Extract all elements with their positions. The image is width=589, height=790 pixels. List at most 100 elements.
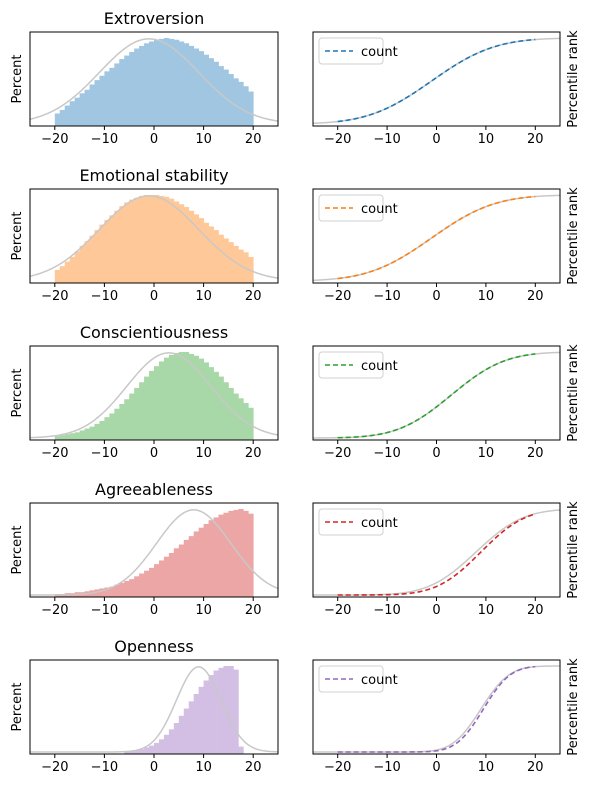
histogram-bar <box>119 582 125 597</box>
x-tick-label: −10 <box>373 760 400 775</box>
histogram-bar <box>233 669 239 754</box>
series-line-count <box>337 513 536 596</box>
histogram-bar <box>193 214 200 283</box>
x-tick-label: 10 <box>478 289 495 304</box>
histogram-bar <box>193 531 200 597</box>
x-tick-label: −20 <box>41 760 68 775</box>
histogram-bar <box>198 218 204 283</box>
histogram-bar <box>99 75 105 126</box>
histogram-bar <box>59 435 66 440</box>
histogram-bar <box>208 226 214 283</box>
histogram-bar <box>74 97 80 126</box>
x-tick-label: −10 <box>91 446 118 461</box>
histogram-bar <box>119 59 125 126</box>
histogram-bar <box>168 198 175 283</box>
histogram-bar <box>154 564 160 597</box>
histogram-bar <box>223 666 229 754</box>
histogram-bar <box>238 746 244 754</box>
histogram-bar <box>104 587 110 597</box>
histogram-bar <box>163 734 170 754</box>
histogram-bar <box>89 426 95 440</box>
x-tick-label: 0 <box>150 603 158 618</box>
x-tick-label: 20 <box>245 760 262 775</box>
histogram-bar <box>149 745 155 754</box>
legend: count <box>318 194 398 222</box>
histogram-bar <box>139 573 145 597</box>
histogram-bar <box>238 81 244 126</box>
x-tick-label: 0 <box>150 289 158 304</box>
histogram-bar <box>178 41 185 126</box>
histogram-bar <box>198 686 204 754</box>
histogram-bar <box>84 89 90 126</box>
histogram-bar <box>54 436 61 440</box>
histogram-bar <box>188 210 195 283</box>
histogram-bar <box>144 570 150 597</box>
histogram-bar <box>74 432 80 440</box>
legend-label: count <box>361 359 398 374</box>
histogram-bar <box>173 548 180 597</box>
histogram-bar <box>208 520 214 597</box>
histogram-bar <box>213 517 219 597</box>
percentile-rank-panel: count −20 −10 0 10 20 Percentile rank <box>312 187 581 304</box>
histogram-bar <box>173 39 180 127</box>
x-tick-label: 20 <box>527 603 544 618</box>
histogram-bar <box>54 269 61 283</box>
x-tick-label: −20 <box>324 760 351 775</box>
x-tick-label: 10 <box>478 760 495 775</box>
y-axis-label: Percent <box>10 369 25 418</box>
histogram-bar <box>203 523 209 597</box>
x-tick-label: −10 <box>373 446 400 461</box>
y-axis-label: Percent <box>10 526 25 575</box>
histogram-bar <box>109 586 115 597</box>
x-tick-label: 0 <box>150 760 158 775</box>
histogram-bar <box>193 355 200 440</box>
histogram-bar <box>168 38 175 127</box>
legend-label: count <box>361 202 398 217</box>
histogram-bar <box>228 73 234 126</box>
histogram-bar <box>114 584 120 597</box>
x-tick-label: 10 <box>478 603 495 618</box>
histogram-bar <box>69 256 76 283</box>
histogram-bar <box>124 202 130 283</box>
histogram-bar <box>183 352 190 440</box>
histogram-bar <box>228 510 234 597</box>
x-tick-label: 20 <box>527 760 544 775</box>
histogram-bar <box>173 352 180 440</box>
histogram-bar <box>149 567 155 597</box>
histogram-bar <box>208 58 214 127</box>
series-line-count <box>337 665 536 753</box>
histogram-bar <box>149 41 155 126</box>
histogram-bar <box>109 67 115 126</box>
histogram-bar <box>154 742 160 754</box>
histogram-bar <box>134 750 140 754</box>
x-tick-label: −20 <box>41 289 68 304</box>
histogram-bar <box>94 589 100 597</box>
histogram-bar <box>84 428 90 440</box>
histogram-bar <box>213 670 219 754</box>
histogram-bar <box>183 43 190 126</box>
histogram-bar <box>79 245 85 283</box>
x-tick-label: 0 <box>150 132 158 147</box>
x-tick-label: −20 <box>41 446 68 461</box>
x-tick-label: −10 <box>91 760 118 775</box>
legend: count <box>318 665 398 693</box>
histogram-bar <box>64 105 71 126</box>
histogram-bar <box>154 39 160 127</box>
histogram-bar <box>69 433 76 440</box>
histogram-bar <box>173 723 180 754</box>
histogram-bar <box>168 552 175 597</box>
x-tick-label: 20 <box>245 132 262 147</box>
x-tick-label: 0 <box>432 603 440 618</box>
percentile-rank-panel: count −20 −10 0 10 20 Percentile rank <box>312 658 581 775</box>
histogram-bar <box>198 527 204 597</box>
y-axis-label: Percent <box>10 683 25 732</box>
normal-curve <box>30 666 279 753</box>
histogram-bar <box>208 675 214 754</box>
x-tick-label: −20 <box>324 603 351 618</box>
histogram-bar <box>89 235 95 283</box>
histogram-bar <box>114 408 120 440</box>
histogram-bar <box>198 51 204 126</box>
histogram-bar <box>129 199 135 283</box>
x-tick-label: −20 <box>324 289 351 304</box>
panel-title: Openness <box>114 637 193 656</box>
